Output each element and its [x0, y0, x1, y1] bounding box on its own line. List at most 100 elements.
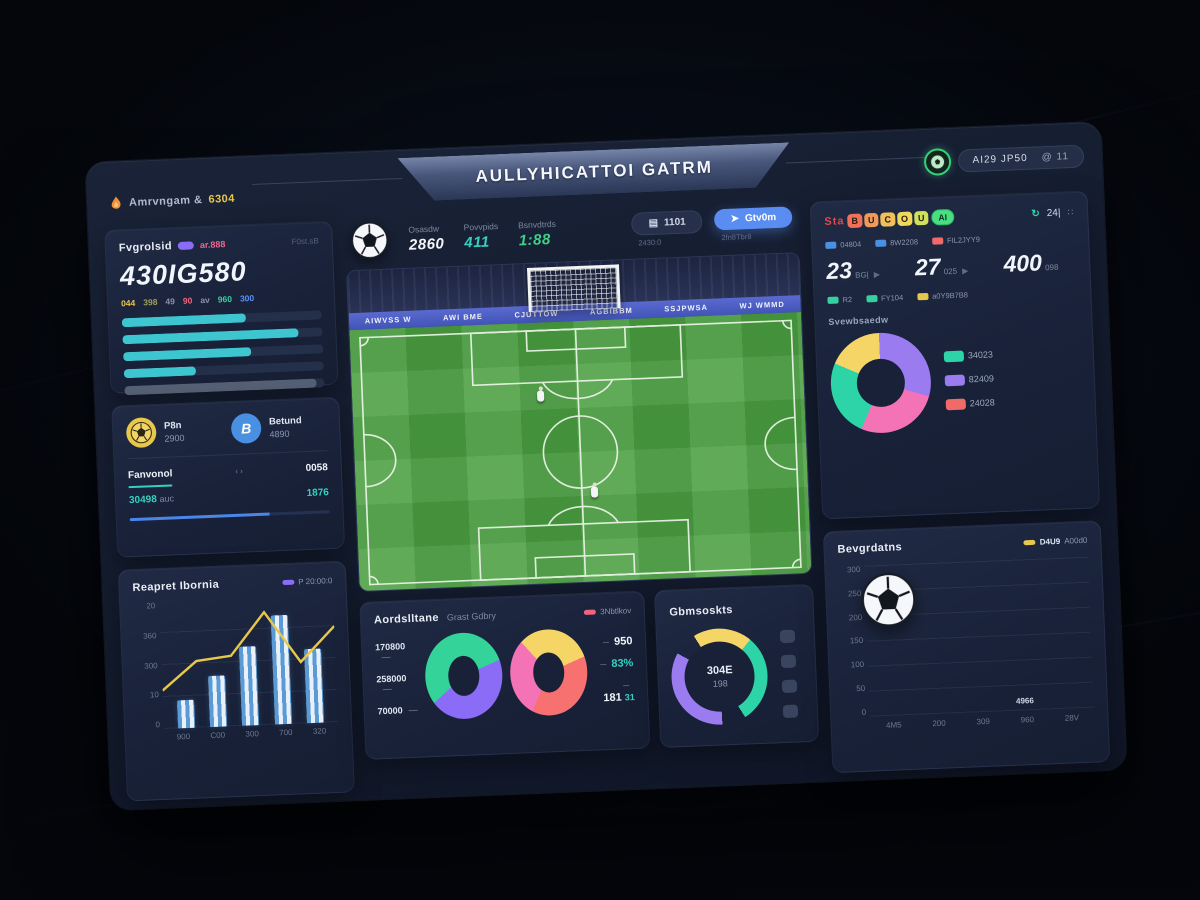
legend-item: FY104 — [865, 293, 903, 303]
goals-title: Bevgrdatns — [837, 541, 903, 556]
user-area: AI29 JP50 @ 11 — [923, 143, 1085, 176]
gauge-card: Gbmsoskts 304E 198 — [654, 583, 820, 749]
possession-value: –950 — [602, 635, 633, 649]
ad-text: WJ WMMD — [739, 299, 785, 311]
wallet-row1-value: 0058 — [305, 462, 329, 475]
possession-subtitle: Grast Gdbry — [446, 610, 497, 623]
donut-hole — [447, 655, 480, 697]
axis-tick: 200 — [848, 612, 863, 623]
bar-base — [1056, 708, 1081, 710]
app-logo[interactable]: Amrvngam & 6304 — [109, 191, 235, 212]
progress-bar — [122, 327, 323, 345]
axis-tick: 28V — [1064, 713, 1080, 723]
wallet-row2-unit: auc — [159, 493, 175, 504]
possession-legend-label: 3Nbtlkov — [599, 605, 632, 616]
flame-icon — [111, 196, 121, 209]
list-marker — [780, 654, 797, 669]
send-icon: ➤ — [730, 212, 740, 225]
legend-item: 82409 — [944, 373, 994, 386]
stat-value: 411 — [463, 232, 491, 252]
stat-label: Bsnvdtrds — [517, 218, 557, 230]
pitch-lines — [359, 319, 802, 586]
stacked-bar — [883, 715, 908, 717]
mini-stat: av — [200, 294, 210, 306]
refresh-icon[interactable]: ↻ — [1031, 207, 1040, 220]
overview-title: Fvgrolsid — [118, 240, 173, 255]
axis-tick: 700 — [278, 727, 293, 738]
pitch — [349, 312, 812, 593]
summary-donut[interactable] — [828, 330, 933, 435]
list-marker — [781, 679, 798, 694]
pitch-visualization[interactable]: AIWVSS W AWI BME CJUTTOW AGBIBBM SSJPWSA WJ W… — [345, 252, 813, 593]
big-stat: 23 BG| ▶ — [825, 256, 881, 284]
soccer-ball-icon — [861, 572, 916, 627]
summary-donut-legend: 34023 82409 24028 — [943, 349, 995, 410]
gauge-hole: 304E 198 — [683, 640, 757, 713]
goals-legend-note: A00d0 — [1064, 535, 1088, 546]
wallet-item-betund[interactable]: B Betund 4890 — [230, 410, 327, 444]
possession-donut-2[interactable] — [508, 627, 590, 717]
legend-item: 24028 — [945, 397, 995, 410]
player-marker[interactable] — [537, 390, 545, 403]
header-divider — [252, 177, 403, 185]
donut-hole — [855, 357, 906, 408]
secondary-button[interactable]: ▤ 1101 — [631, 209, 704, 236]
primary-button-label: Gtv0m — [744, 211, 777, 224]
user-pill[interactable]: AI29 JP50 @ 11 — [957, 144, 1085, 173]
goal-net — [526, 264, 621, 312]
wallet-item-pin[interactable]: P8n 2900 — [125, 414, 222, 449]
grid-icon[interactable]: ∷ — [1067, 206, 1075, 217]
gauge-markers — [779, 629, 799, 719]
progress-bar — [123, 344, 324, 362]
stacked-bar — [927, 713, 951, 715]
wallet-card: P8n 2900 B Betund 4890 — [111, 396, 346, 558]
goals-legend-label: D4U9 — [1039, 536, 1061, 547]
axis-tick: 20 — [146, 601, 156, 611]
progress-bar-fill — [122, 328, 299, 345]
progress-bar-fill — [121, 313, 246, 328]
ad-text: SSJPWSA — [664, 302, 709, 314]
report-xaxis: 900 C00 300 700 320 — [164, 726, 338, 742]
avatar[interactable] — [923, 147, 952, 176]
title-chip: B — [847, 213, 863, 229]
wallet-row2-label: 30498 — [128, 494, 158, 507]
report-legend: P 20:00:0 — [282, 575, 333, 587]
legend-item: 34023 — [943, 349, 993, 362]
possession-value: –181 31 — [603, 679, 635, 705]
stat-value: 1:88 — [518, 230, 552, 249]
overview-card: Fvgrolsid ar.888 F0st.sB 430IG580 044 398… — [104, 220, 339, 396]
report-yaxis: 20 360 300 10 0 — [133, 601, 160, 730]
stepper-arrows[interactable]: ‹ › — [235, 466, 243, 476]
title-chip: C — [880, 212, 896, 227]
legend-swatch — [584, 609, 597, 615]
possession-donut-1[interactable] — [423, 631, 504, 721]
overview-mini-stats: 044 398 49 90 av 960 300 — [121, 290, 321, 308]
donut-hole — [532, 651, 566, 694]
summary-title-prefix: Sta — [824, 215, 845, 229]
axis-tick: 10 — [149, 690, 160, 700]
report-title: Reapret Ibornia — [132, 578, 220, 595]
soccer-ball-yellow-icon — [125, 417, 157, 449]
big-stat: 400 098 — [1003, 249, 1059, 277]
progress-bar-fill — [123, 366, 197, 379]
stat-label: Povvpids — [463, 220, 499, 233]
primary-button[interactable]: ➤ Gtv0m — [714, 205, 793, 230]
ad-text: AIWVSS W — [364, 314, 412, 326]
button-caption: 2430:0 — [638, 237, 662, 248]
report-legend-label: P 20:00:0 — [298, 575, 333, 586]
page-title: AULLYHICATTOI GATRM — [475, 157, 714, 186]
gauge-ring[interactable]: 304E 198 — [670, 626, 770, 727]
header-divider — [785, 156, 936, 164]
axis-tick: C00 — [210, 730, 226, 741]
bar-total — [970, 711, 995, 713]
summary-big-stats: 23 BG| ▶ 27 025 ▶ 400 098 — [826, 248, 1077, 285]
legend-item: R2 — [827, 295, 852, 305]
possession-row: 258000— — [376, 673, 407, 695]
player-marker[interactable] — [590, 486, 599, 498]
report-line — [159, 594, 338, 729]
bar-label: 4966 — [1015, 696, 1034, 706]
stat-label: Osasdw — [408, 223, 440, 235]
summary-bottom-legends: R2 FY104 a0Y9B7B8 — [827, 286, 1077, 305]
